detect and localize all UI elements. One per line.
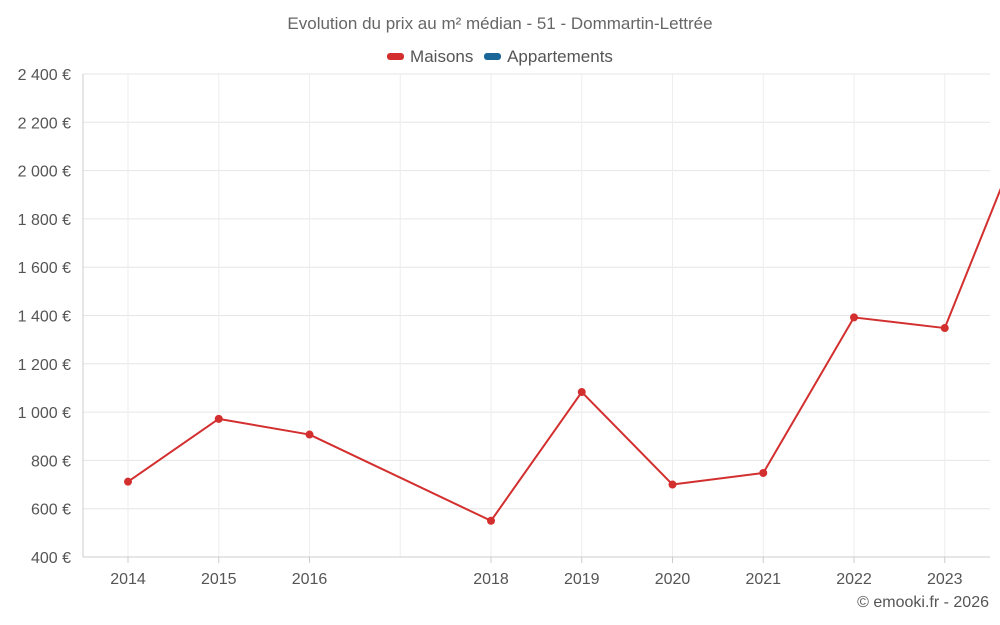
x-tick-label: 2023 (927, 571, 963, 588)
x-tick-label: 2015 (201, 571, 237, 588)
data-point-maisons[interactable] (577, 388, 586, 397)
y-tick-label: 1 600 € (18, 260, 71, 277)
y-tick-label: 1 400 € (18, 309, 71, 326)
x-tick-label: 2021 (745, 571, 781, 588)
legend-item-maisons[interactable]: Maisons (387, 47, 473, 67)
data-point-maisons[interactable] (668, 480, 677, 489)
data-point-maisons[interactable] (124, 477, 132, 486)
x-tick-label: 2014 (110, 571, 146, 588)
data-point-maisons[interactable] (940, 324, 949, 333)
series-line-maisons (127, 187, 1000, 522)
x-tick-label: 2020 (655, 571, 691, 588)
grid (83, 73, 990, 558)
data-point-maisons[interactable] (487, 516, 495, 525)
y-tick-label: 1 800 € (18, 212, 71, 229)
series (124, 187, 1000, 525)
x-tick-label: 2018 (473, 571, 509, 588)
data-point-maisons[interactable] (214, 414, 223, 423)
legend-item-appartements[interactable]: Appartements (484, 47, 613, 67)
y-tick-label: 800 € (31, 453, 71, 470)
credit-text: © emooki.fr - 2026 (857, 594, 989, 611)
data-point-maisons[interactable] (305, 430, 314, 439)
legend-swatch-maisons (387, 53, 405, 60)
y-tick-label: 600 € (31, 502, 71, 519)
chart-legend: Maisons Appartements (0, 45, 1000, 67)
x-tick-label: 2016 (292, 571, 328, 588)
axes: 400 € 600 € 800 € 1 000 € 1 200 € 1 400 € 1 60… (18, 67, 990, 588)
y-tick-label: 400 € (31, 550, 71, 567)
legend-label-maisons: Maisons (410, 46, 474, 66)
y-tick-label: 2 400 € (18, 67, 71, 84)
data-point-maisons[interactable] (759, 468, 768, 477)
legend-swatch-appartements (484, 53, 502, 60)
y-tick-label: 1 200 € (18, 357, 71, 374)
legend-label-appartements: Appartements (507, 46, 613, 66)
x-tick-label: 2019 (564, 571, 600, 588)
y-tick-label: 2 000 € (18, 164, 71, 181)
y-tick-label: 2 200 € (18, 115, 71, 132)
data-point-maisons[interactable] (850, 313, 858, 322)
y-tick-label: 1 000 € (18, 405, 71, 422)
chart-title: Evolution du prix au m² médian - 51 - Do… (287, 14, 713, 33)
x-tick-label: 2022 (836, 571, 872, 588)
